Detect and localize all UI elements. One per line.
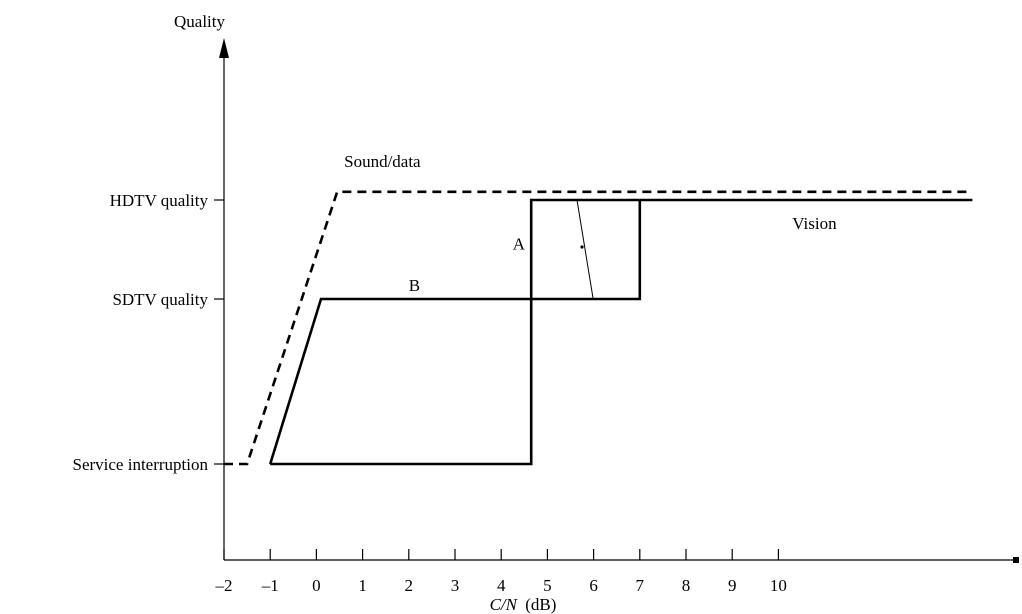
series-line-2 — [268, 200, 642, 465]
annotation-1: Vision — [792, 214, 837, 233]
x-tick-label-11: 9 — [728, 576, 737, 595]
y-level-ticks: Service interruption SDTV quality HDTV qua… — [73, 191, 224, 474]
region-hatch-line — [576, 199, 594, 299]
y-tick-label-1: SDTV quality — [112, 290, 208, 309]
x-tick-label-5: 3 — [451, 576, 460, 595]
region-dot — [580, 245, 584, 249]
x-tick-label-4: 2 — [405, 576, 414, 595]
y-tick-label-0: Service interruption — [73, 455, 209, 474]
series-line-0 — [224, 190, 973, 466]
annotation-2: A — [513, 235, 526, 254]
series-lines — [224, 190, 973, 466]
x-tick-label-2: 0 — [312, 576, 321, 595]
x-tick-label-12: 10 — [770, 576, 787, 595]
y-tick-label-2: HDTV quality — [110, 191, 209, 210]
x-axis-label: C/N (dB) — [490, 595, 557, 614]
annotation-0: Sound/data — [344, 152, 421, 171]
x-axis-end-mark-icon — [1013, 557, 1019, 563]
annotation-3: B — [409, 276, 420, 295]
x-tick-label-10: 8 — [682, 576, 691, 595]
x-tick-label-1: –1 — [261, 576, 279, 595]
x-tick-label-7: 5 — [543, 576, 552, 595]
x-axis-ticks: –2 –1 0 1 2 3 4 5 6 7 8 9 10 — [215, 549, 787, 595]
y-axis-arrow-icon — [219, 38, 229, 58]
x-tick-label-6: 4 — [497, 576, 506, 595]
annotations: Sound/data Vision A B — [344, 152, 837, 295]
y-axis-label: Quality — [174, 12, 225, 31]
x-tick-label-8: 6 — [589, 576, 598, 595]
x-tick-label-0: –2 — [215, 576, 233, 595]
series-line-3 — [270, 198, 640, 466]
x-tick-label-3: 1 — [358, 576, 367, 595]
x-tick-label-9: 7 — [636, 576, 645, 595]
